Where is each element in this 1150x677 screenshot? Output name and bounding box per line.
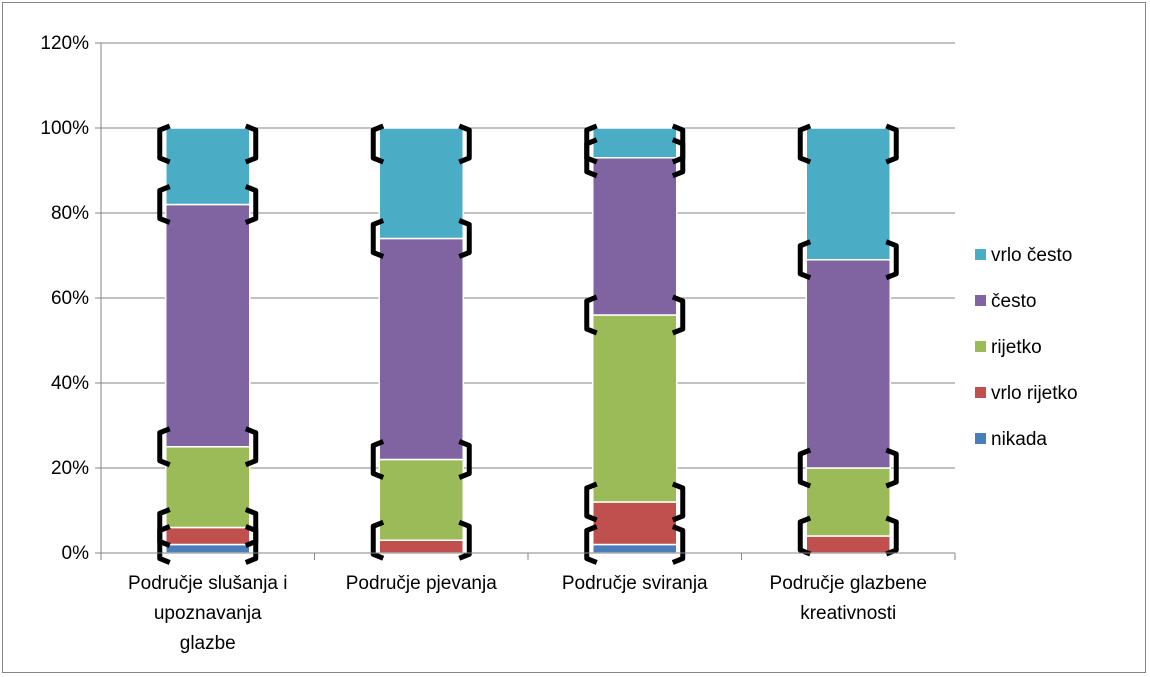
- error-bar: [458, 218, 472, 259]
- error-bar: [458, 519, 472, 561]
- x-category-label: upoznavanja: [154, 603, 262, 624]
- legend-swatch: [975, 433, 986, 444]
- bar-segment: [165, 127, 251, 206]
- error-bar: [584, 524, 598, 565]
- error-bar: [671, 481, 686, 523]
- error-bar: [797, 239, 812, 281]
- error-bar: [370, 218, 385, 259]
- bar-segment: [378, 237, 464, 461]
- error-bar: [370, 123, 385, 165]
- x-category-label: Područje pjevanja: [346, 573, 497, 594]
- legend-entry-label: vrlo često: [991, 245, 1072, 266]
- error-bar: [584, 294, 598, 336]
- legend-entry-label: nikada: [991, 429, 1047, 450]
- legend-entry-label: rijetko: [991, 337, 1042, 358]
- legend-entry-label: često: [991, 291, 1036, 312]
- error-bar: [458, 439, 472, 480]
- y-tick-label: 20%: [51, 458, 89, 479]
- legend: vrlo često često rijetko vrlo rijetko nikada: [975, 245, 1078, 450]
- error-bar: [244, 123, 259, 165]
- error-bar: [797, 447, 812, 489]
- bar-segment: [378, 539, 464, 554]
- y-tick-label: 40%: [51, 373, 89, 394]
- legend-swatch: [975, 341, 986, 352]
- x-category-label: glazbe: [180, 633, 236, 654]
- stacked-bar-chart: 0% 20% 40% 60% 80% 100% 120% Područje slušanja …: [40, 33, 1078, 654]
- bar-segment: [592, 157, 678, 316]
- legend-swatch: [975, 387, 986, 398]
- error-bar: [797, 515, 812, 557]
- bar-segment: [805, 467, 891, 537]
- bar-segment: [378, 458, 464, 541]
- bar-segment: [165, 543, 251, 554]
- error-bar: [370, 519, 385, 561]
- error-bar: [244, 507, 259, 548]
- bar-segment: [592, 127, 678, 159]
- error-bar: [157, 184, 171, 225]
- x-category-label: Područje glazbene: [770, 573, 927, 594]
- x-category-label: Područje sviranja: [562, 573, 708, 594]
- error-bar: [458, 123, 472, 165]
- x-category-label: kreativnosti: [800, 603, 896, 624]
- error-bar: [584, 481, 598, 523]
- legend-entry-label: vrlo rijetko: [991, 383, 1078, 404]
- bar-segment: [592, 314, 678, 503]
- error-bar: [244, 184, 259, 225]
- bar-segment: [165, 526, 251, 546]
- error-bar: [584, 123, 598, 165]
- legend-swatch: [975, 249, 986, 260]
- error-bar: [244, 524, 259, 565]
- error-bar: [671, 123, 686, 165]
- bar-segment: [165, 446, 251, 529]
- axes: 0% 20% 40% 60% 80% 100% 120% Područje slušanja …: [40, 33, 956, 654]
- error-bar: [885, 447, 899, 489]
- error-bar: [885, 515, 899, 557]
- error-bar: [157, 524, 171, 565]
- error-bar: [157, 426, 171, 468]
- y-tick-label: 100%: [40, 118, 89, 139]
- bar-segment: [592, 501, 678, 546]
- x-category-label: Područje slušanja i: [128, 573, 287, 594]
- error-bar: [370, 439, 385, 480]
- bar-segment: [378, 127, 464, 240]
- error-bar: [671, 524, 686, 565]
- bar-segment: [805, 535, 891, 554]
- legend-swatch: [975, 295, 986, 306]
- y-tick-label: 0%: [62, 543, 90, 564]
- y-tick-label: 120%: [40, 33, 89, 54]
- bar-segment: [165, 203, 251, 448]
- y-tick-label: 80%: [51, 203, 89, 224]
- error-bar: [797, 123, 812, 165]
- error-bar: [671, 294, 686, 336]
- error-bar: [157, 123, 171, 165]
- error-bar: [157, 507, 171, 548]
- error-bar: [885, 239, 899, 281]
- y-tick-label: 60%: [51, 288, 89, 309]
- error-bar: [885, 123, 899, 165]
- error-bar: [244, 426, 259, 468]
- bar-segment: [592, 543, 678, 554]
- bar-segment: [805, 259, 891, 469]
- bar-segment: [805, 127, 891, 261]
- bars: [157, 123, 899, 565]
